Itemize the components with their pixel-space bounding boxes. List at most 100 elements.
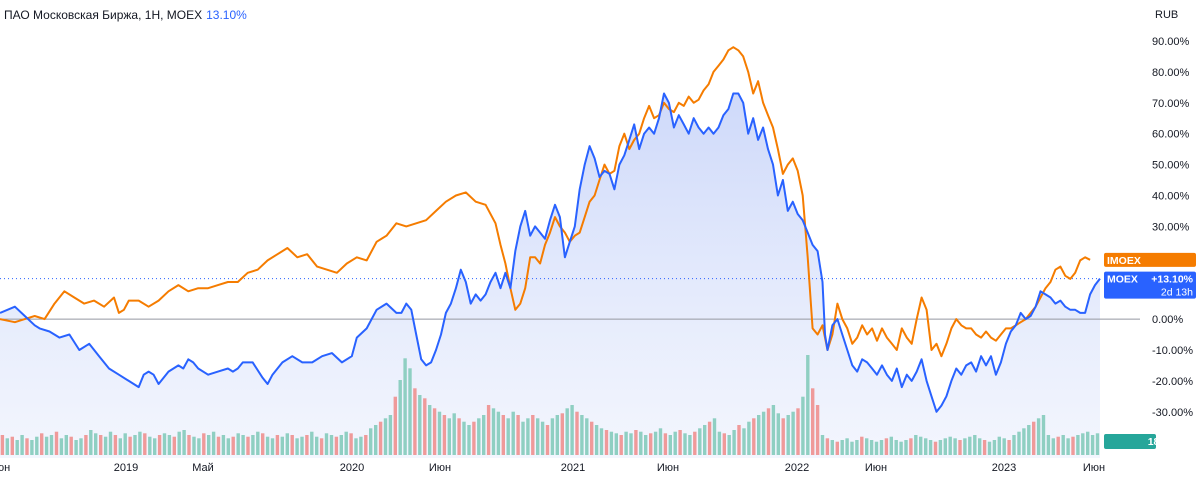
volume-bar [634,430,638,455]
volume-bar [796,408,800,455]
volume-bar [334,436,339,455]
volume-bars [0,355,1100,455]
volume-bar [256,431,260,455]
volume-bar [172,436,176,455]
volume-bar [123,433,127,455]
imoex-line[interactable] [0,46,1091,358]
volume-bar [79,438,83,455]
volume-bar [978,438,982,455]
volume-bar [40,433,44,455]
volume-bar [874,441,879,455]
volume-bar [423,398,427,455]
volume-bar [315,436,319,455]
volume-bar [639,431,643,455]
volume-bar [413,388,417,455]
volume-bar [143,433,147,455]
volume-bar [187,435,191,455]
volume-bar [865,438,869,455]
volume-bar [830,440,834,455]
x-tick-label: 2021 [561,462,585,474]
volume-bar [339,435,343,455]
volume-bar [290,435,294,455]
volume-bar [599,428,604,455]
volume-bar [393,396,397,455]
volume-bar [693,431,697,455]
volume-bar [914,435,918,455]
volume-bar [811,388,815,455]
y-tick-label: -30.00% [1152,407,1193,419]
volume-bar [59,438,64,455]
volume-bar [678,430,682,455]
y-tick-label: 80.00% [1152,67,1190,79]
moex-line[interactable] [0,92,1101,413]
volume-bar [663,433,668,455]
volume-bar [305,435,309,455]
y-tick-label: 60.00% [1152,129,1190,141]
volume-bar [251,435,255,455]
volume-bar [133,435,137,455]
volume-bar [938,440,943,455]
volume-bar [265,436,270,455]
volume-bar [89,430,93,455]
volume-bar [1027,425,1031,455]
volume-bar [899,441,903,455]
volume-bar [177,431,181,455]
volume-bar [1041,415,1046,455]
volume-bar [94,433,98,455]
volume-bar [673,431,677,455]
volume-bar [236,433,240,455]
volume-bar [801,396,805,455]
volume-bar [167,435,172,455]
volume-bar [113,435,118,455]
volume-bar [717,431,722,455]
volume-bar [1095,433,1100,455]
volume-bar [148,436,152,455]
volume-bar [776,413,780,455]
volume-bar [128,436,132,455]
svg-text:MOEX: MOEX [1107,274,1138,286]
volume-bar [300,436,304,455]
volume-bar [1076,435,1080,455]
volume-bar [231,436,235,455]
volume-bar [683,433,687,455]
volume-bar [521,421,525,455]
volume-bar [658,428,663,455]
volume-bar [344,431,348,455]
volume-bar [958,440,962,455]
volume-bar [953,438,957,455]
x-tick-label: 2020 [340,462,364,474]
volume-bar [246,436,250,455]
volume-bar [850,441,854,455]
volume-bar [992,440,997,455]
volume-bar [1061,435,1065,455]
volume-bar [948,436,952,455]
volume-bar [452,413,456,455]
volume-bar [10,436,14,455]
volume-bar [1032,421,1036,455]
volume-bar [221,435,226,455]
svg-text:2d 13h: 2d 13h [1161,287,1193,299]
volume-bar [44,436,49,455]
volume-bar [624,431,628,455]
chart-header: ПАО Московская Биржа, 1Н, MOEX 13.10% [4,8,247,22]
volume-bar [644,435,648,455]
volume-bar [202,433,206,455]
volume-bar [467,425,471,455]
x-tick-label: Июн [1083,462,1105,474]
volume-bar [727,435,731,455]
volume-bar [791,411,795,455]
volume-bar [5,438,9,455]
volume-bar [374,425,378,455]
x-tick-label: 2023 [992,462,1016,474]
volume-bar [108,431,113,455]
volume-bar [496,411,501,455]
volume-bar [781,418,785,455]
volume-bar [157,435,162,455]
y-tick-label: 50.00% [1152,160,1190,172]
volume-bar [35,436,39,455]
volume-bar [835,441,839,455]
currency-label: RUB [1155,9,1178,21]
volume-bar [369,428,373,455]
volume-bar [20,435,24,455]
